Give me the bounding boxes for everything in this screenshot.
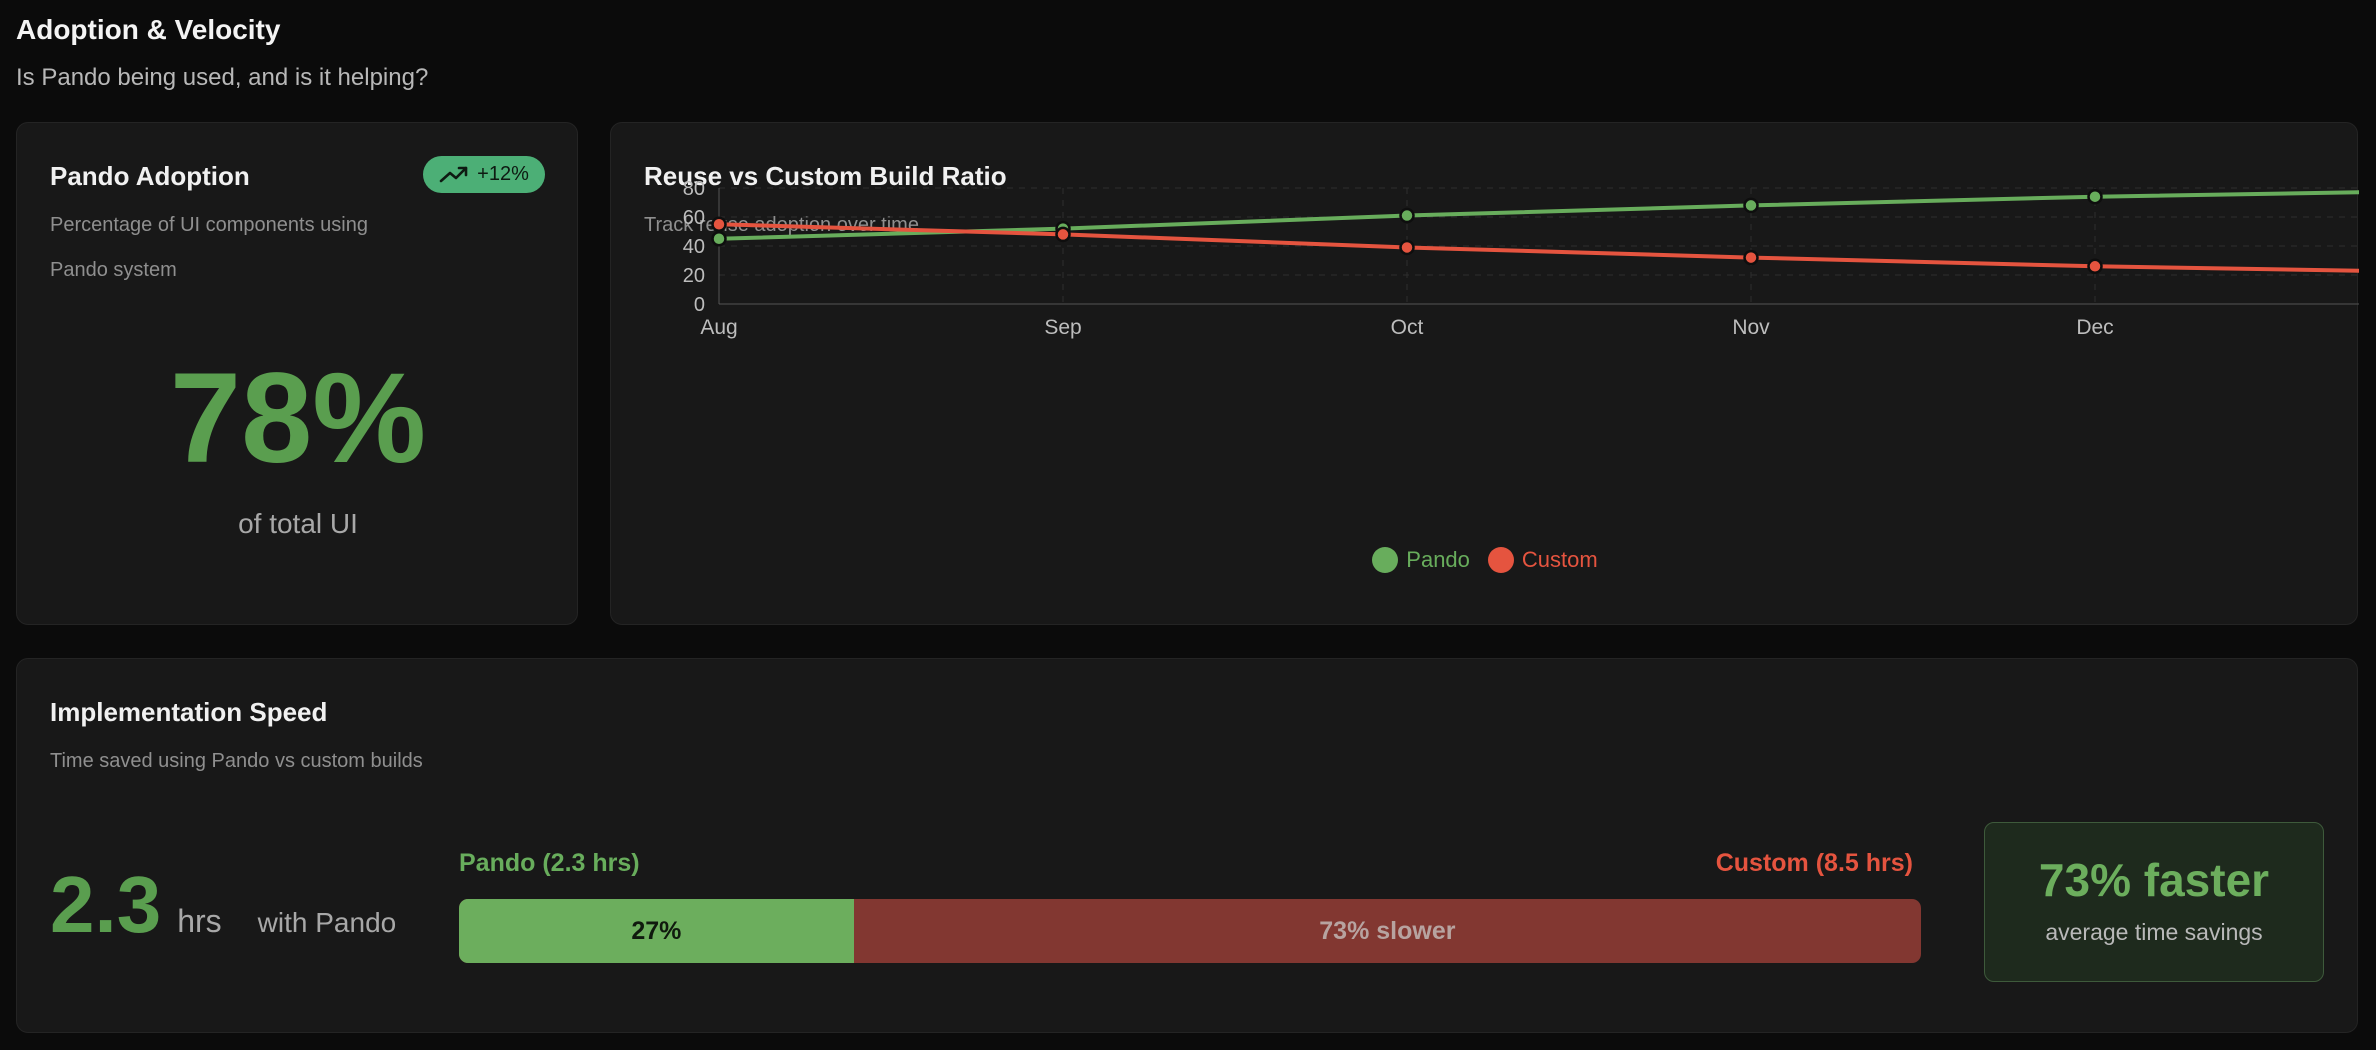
adoption-badge-text: +12% bbox=[477, 163, 529, 185]
y-tick-label: 60 bbox=[683, 207, 705, 229]
adoption-trend-badge: +12% bbox=[423, 156, 545, 193]
ratio-card: Reuse vs Custom Build Ratio Track reuse … bbox=[610, 122, 2359, 625]
pando-bar-label: Pando (2.3 hrs) bbox=[459, 849, 640, 877]
savings-value: 73% faster bbox=[2038, 854, 2270, 906]
page-title: Adoption & Velocity bbox=[16, 14, 281, 45]
adoption-value: 78% bbox=[169, 347, 427, 490]
custom-data-point bbox=[1743, 249, 1759, 266]
legend-item-pando[interactable]: Pando bbox=[1372, 547, 1470, 573]
savings-description: average time savings bbox=[2045, 919, 2263, 945]
speed-value: 2.3 bbox=[50, 860, 162, 949]
pando-data-point bbox=[711, 231, 727, 247]
x-tick-label: Oct bbox=[1391, 316, 1424, 339]
legend-swatch-pando bbox=[1372, 547, 1399, 573]
pando-data-point bbox=[2087, 188, 2103, 205]
x-tick-label: Aug bbox=[700, 316, 737, 339]
legend-label-pando: Pando bbox=[1406, 547, 1470, 572]
y-tick-label: 0 bbox=[694, 294, 705, 316]
adoption-title: Pando Adoption bbox=[50, 161, 250, 191]
custom-bar-label: Custom (8.5 hrs) bbox=[1715, 849, 1913, 877]
pando-data-point bbox=[1399, 207, 1415, 224]
chart-legend: Pando Custom bbox=[611, 547, 2359, 573]
speed-card: Implementation Speed Time saved using Pa… bbox=[16, 658, 2358, 1033]
adoption-description: Percentage of UI components using Pando … bbox=[50, 214, 368, 281]
custom-bar-segment: 73% slower bbox=[1319, 916, 1456, 945]
comparison-bar: 27% 73% slower bbox=[459, 899, 1921, 963]
y-tick-label: 40 bbox=[683, 236, 705, 258]
y-tick-label: 20 bbox=[683, 265, 705, 287]
custom-data-point bbox=[2087, 258, 2103, 275]
ratio-line-chart: 020406080AugSepOctNovDecJan bbox=[683, 178, 2359, 339]
custom-data-point bbox=[1399, 239, 1415, 256]
page-subtitle: Is Pando being used, and is it helping? bbox=[16, 64, 429, 91]
savings-box: 73% faster average time savings bbox=[1984, 822, 2324, 982]
speed-description: Time saved using Pando vs custom builds bbox=[50, 750, 423, 772]
adoption-value-note: of total UI bbox=[238, 508, 358, 539]
legend-swatch-custom bbox=[1487, 547, 1514, 573]
pando-series-line bbox=[718, 190, 2359, 241]
custom-data-point bbox=[711, 216, 727, 232]
custom-series-line bbox=[718, 222, 2359, 273]
ratio-title: Reuse vs Custom Build Ratio bbox=[644, 161, 1007, 191]
trending-up-icon bbox=[439, 166, 468, 182]
speed-with-label: with Pando bbox=[257, 907, 397, 938]
speed-value-group: 2.3 hrs with Pando bbox=[50, 859, 396, 951]
y-tick-label: 80 bbox=[683, 178, 705, 200]
x-tick-label: Sep bbox=[1044, 316, 1081, 339]
speed-title: Implementation Speed bbox=[50, 697, 328, 727]
pando-data-point bbox=[1743, 197, 1759, 214]
x-tick-label: Dec bbox=[2076, 316, 2113, 339]
legend-item-custom[interactable]: Custom bbox=[1487, 547, 1598, 573]
pando-bar-segment: 27% bbox=[459, 899, 854, 963]
x-tick-label: Nov bbox=[1732, 316, 1770, 339]
custom-data-point bbox=[1055, 226, 1071, 243]
legend-label-custom: Custom bbox=[1521, 547, 1598, 572]
adoption-card: Pando Adoption +12% Percentage of UI com… bbox=[16, 122, 578, 625]
speed-unit: hrs bbox=[177, 903, 222, 939]
